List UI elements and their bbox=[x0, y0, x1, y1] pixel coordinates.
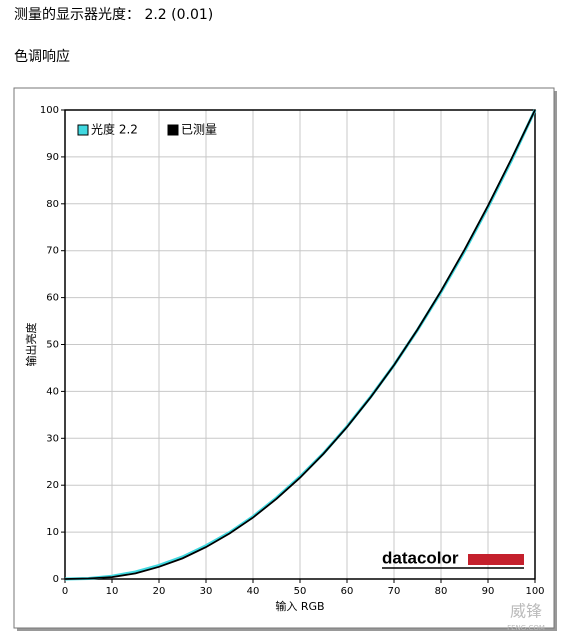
x-tick-label: 10 bbox=[106, 586, 119, 597]
legend-label: 已测量 bbox=[181, 123, 217, 137]
series-line bbox=[64, 109, 536, 580]
y-tick-label: 60 bbox=[46, 293, 59, 304]
legend-swatch bbox=[77, 124, 89, 136]
y-axis-label: 输出亮度 bbox=[24, 323, 38, 367]
watermark: 威锋 bbox=[510, 602, 542, 621]
watermark-sub: FENG.COM bbox=[507, 624, 545, 632]
legend-swatch bbox=[167, 124, 179, 136]
y-tick-label: 50 bbox=[46, 340, 59, 351]
y-tick-label: 20 bbox=[46, 480, 59, 491]
y-tick-label: 100 bbox=[40, 105, 59, 116]
section-title: 色调响应 bbox=[14, 48, 70, 65]
y-tick-label: 70 bbox=[46, 246, 59, 257]
x-tick-label: 0 bbox=[62, 586, 68, 597]
x-tick-label: 90 bbox=[482, 586, 495, 597]
logo-bar bbox=[468, 554, 524, 565]
heading: 测量的显示器光度： 2.2 (0.01) bbox=[14, 7, 213, 23]
y-tick-label: 30 bbox=[46, 433, 59, 444]
x-tick-label: 50 bbox=[294, 586, 307, 597]
x-axis-label: 输入 RGB bbox=[275, 599, 324, 613]
y-tick-label: 90 bbox=[46, 152, 59, 163]
y-tick-label: 40 bbox=[46, 386, 59, 397]
x-tick-label: 80 bbox=[435, 586, 448, 597]
logo: datacolor bbox=[382, 548, 459, 567]
x-tick-label: 40 bbox=[247, 586, 260, 597]
y-tick-label: 0 bbox=[53, 574, 59, 585]
x-tick-label: 100 bbox=[525, 586, 544, 597]
legend-label: 光度 2.2 bbox=[91, 122, 138, 137]
y-tick-label: 80 bbox=[46, 199, 59, 210]
plot: 0 10 20 30 40 50 60 70 80 90 100 0 10 20 30 40 50 60 70 80 9… bbox=[24, 105, 545, 613]
x-tick-label: 70 bbox=[388, 586, 401, 597]
x-tick-label: 30 bbox=[200, 586, 213, 597]
plot-frame bbox=[64, 109, 536, 580]
x-tick-label: 60 bbox=[341, 586, 354, 597]
y-tick-label: 10 bbox=[46, 527, 59, 538]
x-tick-label: 20 bbox=[153, 586, 166, 597]
